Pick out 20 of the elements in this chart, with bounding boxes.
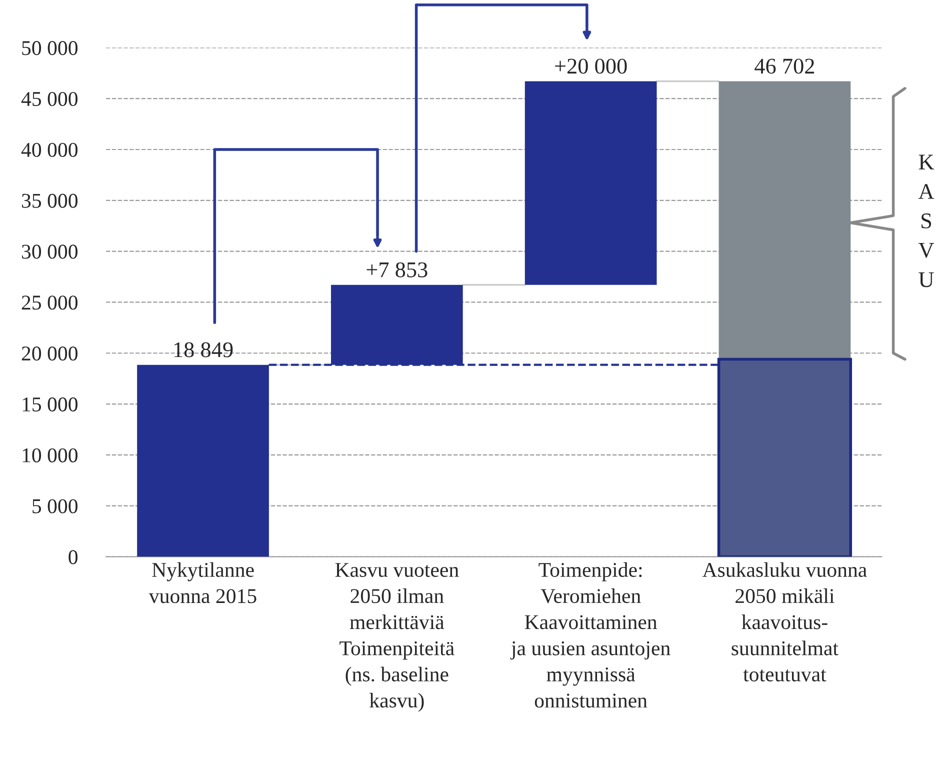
y-tick-label: 10 000 [22,448,78,462]
data-label: 18 849 [174,342,233,358]
x-tick-label: Asukasluku vuonna 2050 mikäli kaavoitus- suunnitelmat toteutuvat [702,562,867,682]
y-tick-label: 20 000 [22,346,78,361]
y-tick-label: 5 000 [32,499,78,514]
data-label: +20 000 [555,58,627,74]
data-label: +7 853 [366,262,428,278]
y-tick-label: 50 000 [22,41,78,56]
x-tick-label: Kasvu vuoteen 2050 ilman merkittäviä Toimenpiteitä (ns. baseline kasvu) [335,563,459,712]
data-label: 46 702 [754,58,814,74]
x-tick-label: Toimenpide: Veromiehen Kaavoittaminen ja uusien asuntojen myynnissä onnistuminen [510,562,670,708]
text: KASVU [918,154,934,288]
y-tick-label: 35 000 [22,194,78,208]
y-tick-label: 25 000 [22,296,78,310]
y-tick-label: 15 000 [22,397,78,412]
x-tick-label: Nykytilanne vuonna 2015 [148,562,256,604]
y-tick-label: 0 [68,550,78,564]
y-tick-label: 45 000 [21,92,78,106]
y-tick-label: 30 000 [22,244,78,259]
y-tick-label: 40 000 [21,142,78,157]
